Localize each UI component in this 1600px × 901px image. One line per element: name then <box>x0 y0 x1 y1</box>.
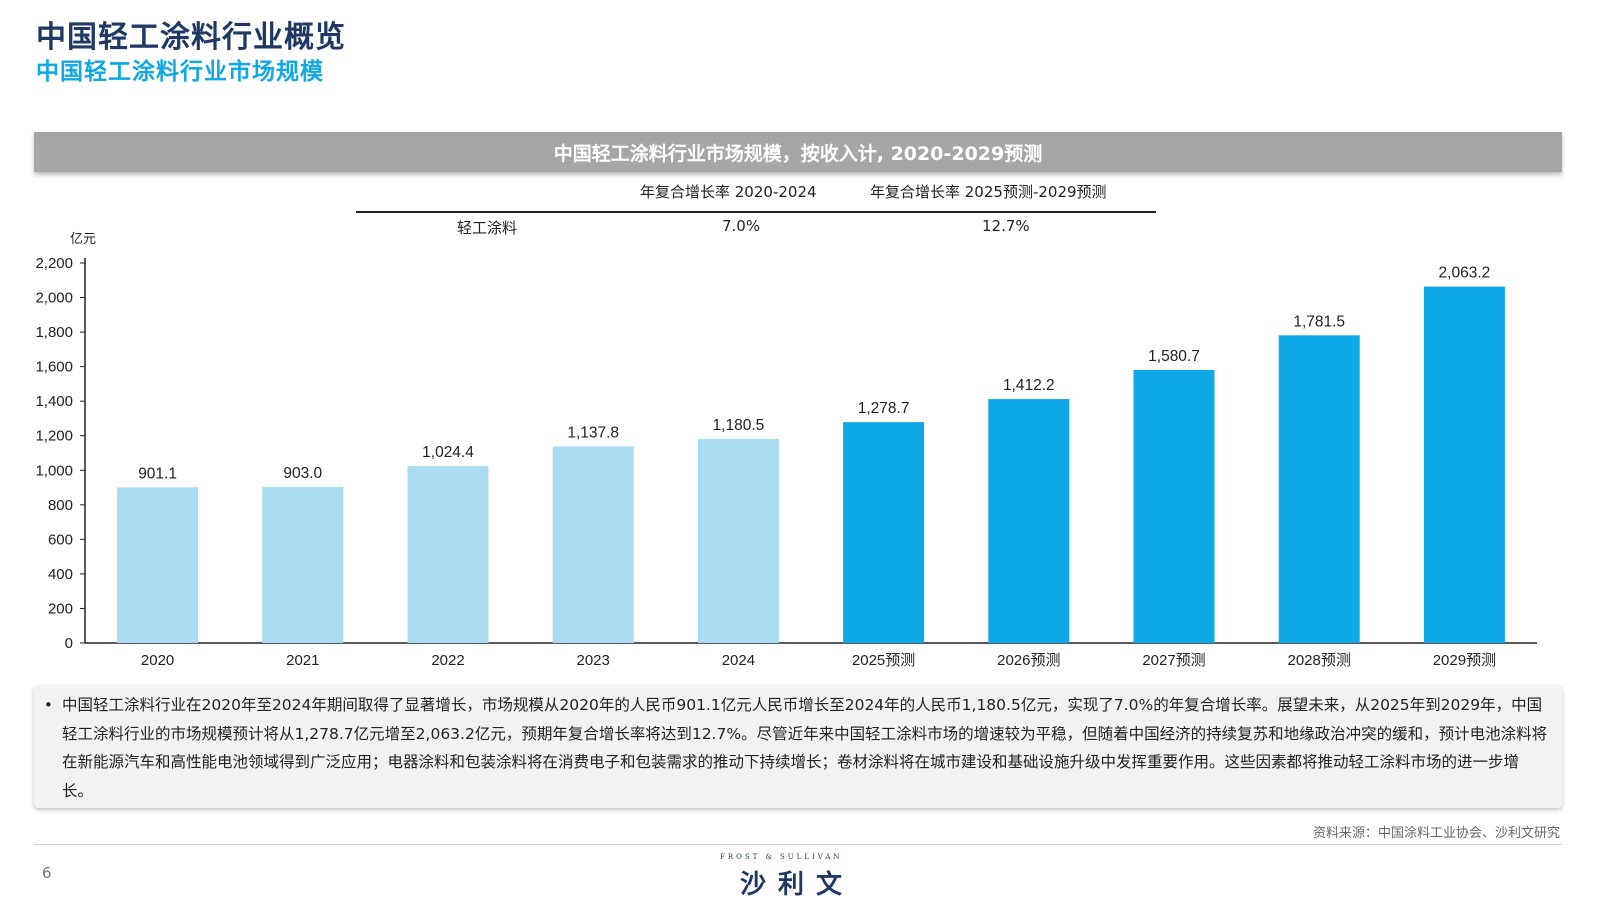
data-label-2020: 901.1 <box>138 465 177 482</box>
cagr-value-2025-2029: 12.7% <box>982 217 1030 235</box>
bar-2028预测 <box>1278 335 1360 643</box>
y-tick-label: 800 <box>48 497 73 514</box>
bar-2020 <box>117 487 199 643</box>
x-tick-label-2027预测: 2027预测 <box>1142 652 1205 669</box>
chart-title-banner: 中国轻工涂料行业市场规模，按收入计, 2020-2029预测 <box>34 132 1562 172</box>
y-tick-label: 1,400 <box>35 393 73 410</box>
page-subtitle: 中国轻工涂料行业市场规模 <box>36 59 324 85</box>
bar-2027预测 <box>1133 369 1215 643</box>
y-tick-label: 600 <box>48 531 73 548</box>
data-label-2022: 1,024.4 <box>422 444 474 461</box>
logo-chinese: 沙利文 <box>740 870 855 900</box>
y-tick-label: 1,200 <box>35 428 73 445</box>
data-label-2027预测: 1,580.7 <box>1148 348 1200 365</box>
y-axis-unit-label: 亿元 <box>70 232 97 247</box>
x-tick-label-2029预测: 2029预测 <box>1433 652 1496 669</box>
bar-2025预测 <box>843 422 925 643</box>
cagr-header-2020-2024: 年复合增长率 2020-2024 <box>640 183 817 201</box>
x-tick-label-2021: 2021 <box>286 652 319 669</box>
data-label-2024: 1,180.5 <box>713 417 765 434</box>
y-tick-label: 2,200 <box>35 255 73 272</box>
source-note: 资料来源：中国涂料工业协会、沙利文研究 <box>1312 826 1560 841</box>
cagr-value-2020-2024: 7.0% <box>722 217 761 235</box>
bar-2026预测 <box>988 399 1070 643</box>
x-tick-label-2025预测: 2025预测 <box>852 652 915 669</box>
bullet-icon: • <box>44 696 53 714</box>
summary-box: • 中国轻工涂料行业在2020年至2024年期间取得了显著增长，市场规模从202… <box>34 685 1562 808</box>
y-tick-label: 2,000 <box>35 290 73 307</box>
x-tick-label-2023: 2023 <box>577 652 610 669</box>
x-tick-label-2022: 2022 <box>431 652 464 669</box>
cagr-header-2025-2029: 年复合增长率 2025预测-2029预测 <box>870 183 1107 201</box>
bar-2029预测 <box>1423 286 1505 643</box>
market-size-bar-chart: 0 200 400 600 800 1,000 1,200 1,400 1,600 1,800 2,… <box>35 255 1537 669</box>
y-tick-label: 1,800 <box>35 324 73 341</box>
y-tick-label: 0 <box>65 635 73 652</box>
data-label-2026预测: 1,412.2 <box>1003 377 1055 394</box>
bar-2022 <box>407 466 489 643</box>
data-label-2021: 903.0 <box>283 465 322 482</box>
y-tick-label: 200 <box>48 600 73 617</box>
x-tick-label-2026预测: 2026预测 <box>997 652 1060 669</box>
y-tick-label: 400 <box>48 566 73 583</box>
summary-text: 中国轻工涂料行业在2020年至2024年期间取得了显著增长，市场规模从2020年… <box>62 696 1548 800</box>
bar-2023 <box>552 446 634 643</box>
cagr-row-label: 轻工涂料 <box>457 219 518 237</box>
data-label-2025预测: 1,278.7 <box>858 400 910 417</box>
data-label-2028预测: 1,781.5 <box>1293 313 1345 330</box>
x-tick-label-2024: 2024 <box>722 652 755 669</box>
data-label-2023: 1,137.8 <box>567 424 619 441</box>
x-tick-label-2020: 2020 <box>141 652 174 669</box>
page-title: 中国轻工涂料行业概览 <box>36 20 346 55</box>
bar-2024 <box>697 439 779 643</box>
data-label-2029预测: 2,063.2 <box>1439 265 1491 282</box>
bar-2021 <box>262 487 344 643</box>
cagr-table-divider <box>356 211 1156 213</box>
x-tick-label-2028预测: 2028预测 <box>1288 652 1351 669</box>
footer-divider <box>34 844 1562 845</box>
logo-english: FROST & SULLIVAN <box>720 853 843 861</box>
y-tick-label: 1,600 <box>35 359 73 376</box>
page-number: 6 <box>42 864 52 882</box>
y-tick-label: 1,000 <box>35 462 73 479</box>
